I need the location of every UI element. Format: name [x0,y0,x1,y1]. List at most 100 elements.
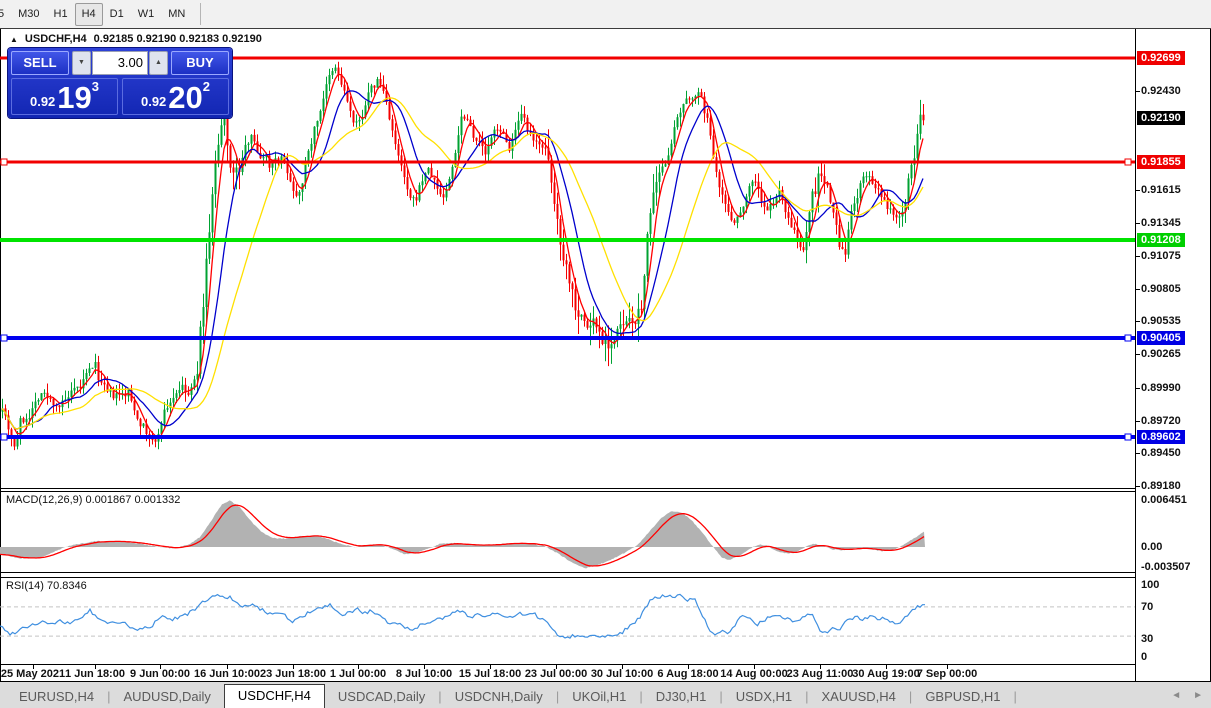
rsi-panel-top-border[interactable] [0,577,1135,578]
toolbar-border [0,28,1211,29]
volume-up-button[interactable]: ▲ [149,51,168,75]
bid-big-digits: 19 [57,80,92,115]
buy-button[interactable]: BUY [171,51,229,75]
indicator-axis-label: 0 [1141,651,1148,663]
bid-pip-digit: 3 [91,79,100,94]
chart-tab-usdx[interactable]: USDX,H1 [735,689,793,704]
date-tick-mark [424,665,425,669]
chart-tab-xauusd[interactable]: XAUUSD,H4 [821,689,896,704]
price-tick-mark [1135,223,1140,224]
price-tick-mark [1135,289,1140,290]
date-tick-label: 1 Jun 18:00 [65,668,125,680]
price-tick-label: 0.89990 [1141,382,1181,394]
chart-tab-eurusd[interactable]: EURUSD,H4 [19,689,95,704]
price-level-badge: 0.92699 [1137,51,1185,65]
price-tick-label: 0.90805 [1141,283,1181,295]
window-bottom-border [0,681,1211,682]
chart-tab-dj30[interactable]: DJ30,H1 [655,689,707,704]
price-level-badge: 0.91208 [1137,233,1185,247]
price-level-badge: 0.90405 [1137,331,1185,345]
one-click-trade-panel: SELL ▼ 3.00 ▲ BUY 0.92 19 3 0.92 20 2 [8,48,232,118]
macd-panel-bottom-border [0,572,1135,573]
date-tick-mark [227,665,228,669]
ask-pip-digit: 2 [202,79,211,94]
sell-button[interactable]: SELL [11,51,69,75]
price-tick-label: 0.92430 [1141,85,1181,97]
date-tick-label: 8 Jul 10:00 [395,668,453,680]
tab-separator: | [438,689,442,704]
date-tick-label: 7 Sep 00:00 [916,668,978,680]
macd-panel-top-border[interactable] [0,491,1135,492]
date-tick-label: 25 May 2021 [0,668,66,680]
date-tick-label: 23 Jul 00:00 [524,668,588,680]
price-tick-mark [1135,486,1140,487]
tab-separator: | [719,689,723,704]
period-button-h4[interactable]: H4 [74,3,103,26]
date-tick-mark [886,665,887,669]
chart-tab-usdcnh[interactable]: USDCNH,Daily [454,689,543,704]
collapse-triangle-icon[interactable]: ▲ [10,34,18,44]
date-tick-mark [947,665,948,669]
price-tick-mark [1135,321,1140,322]
bid-prefix: 0.92 [29,94,56,109]
price-tick-mark [1135,354,1140,355]
tab-separator: | [805,689,809,704]
period-button-w1[interactable]: W1 [137,8,155,20]
price-level-badge: 0.89602 [1137,430,1185,444]
chart-tab-usdcad[interactable]: USDCAD,Daily [337,689,426,704]
price-tick-mark [1135,91,1140,92]
period-toolbar: 5 M30 H1 H4 D1 W1 MN [0,0,1211,28]
date-tick-mark [490,665,491,669]
price-tick-label: 0.91615 [1141,184,1181,196]
price-level-badge: 0.91855 [1137,155,1185,169]
period-button-m30[interactable]: M30 [18,8,40,20]
period-button-d1[interactable]: D1 [109,8,124,20]
ask-prefix: 0.92 [140,94,167,109]
tab-separator: | [908,689,913,704]
tab-scroll-right-icon[interactable]: ► [1193,690,1203,701]
date-tick-label: 9 Jun 00:00 [130,668,190,680]
price-tick-label: 0.89450 [1141,447,1181,459]
rsi-label: RSI(14) 70.8346 [6,580,87,592]
indicator-axis-label: 0.00 [1141,541,1163,553]
chart-tab-ukoil[interactable]: UKOil,H1 [572,689,627,704]
chart-tab-gbpusd[interactable]: GBPUSD,H1 [925,689,1001,704]
tab-separator: | [639,689,643,704]
rsi-panel-canvas[interactable] [0,578,1135,664]
indicator-axis-label: -0.003507 [1141,561,1191,573]
tab-scroll-left-icon[interactable]: ◄ [1171,690,1182,701]
indicator-axis-label: 70 [1141,601,1154,613]
volume-down-button[interactable]: ▼ [72,51,91,75]
ask-big-digits: 20 [168,80,203,115]
chart-tab-audusd[interactable]: AUDUSD,Daily [123,689,211,704]
price-tick-label: 0.91075 [1141,250,1181,262]
main-panel-bottom-border [0,488,1135,489]
tab-separator: | [555,689,560,704]
bid-price[interactable]: 0.92 19 3 [11,78,118,115]
price-tick-label: 0.89180 [1141,480,1181,492]
price-tick-mark [1135,256,1140,257]
indicator-axis-label: 100 [1141,579,1160,591]
ohlc-values: 0.92185 0.92190 0.92183 0.92190 [93,33,262,45]
date-tick-mark [358,665,359,669]
chart-tab-usdchf[interactable]: USDCHF,H4 [223,684,325,708]
date-tick-label: 23 Aug 11:00 [786,668,854,680]
period-button-5[interactable]: 5 [0,8,5,20]
rsi-panel-bottom-border [0,664,1135,665]
price-tick-label: 0.90535 [1141,315,1181,327]
date-tick-label: 16 Jun 10:00 [193,668,261,680]
volume-input[interactable]: 3.00 [92,51,148,75]
date-tick-mark [293,665,294,669]
macd-panel-canvas[interactable] [0,492,1135,572]
date-tick-mark [33,665,34,669]
chart-title-bar: ▲ USDCHF,H4 0.92185 0.92190 0.92183 0.92… [10,33,262,45]
ask-price[interactable]: 0.92 20 2 [122,78,229,115]
period-button-mn[interactable]: MN [168,8,186,20]
price-level-badge: 0.92190 [1137,111,1185,125]
period-button-h1[interactable]: H1 [53,8,68,20]
date-tick-mark [688,665,689,669]
price-tick-mark [1135,190,1140,191]
date-tick-label: 15 Jul 18:00 [458,668,522,680]
price-axis-line [1135,29,1136,681]
toolbar-separator [200,3,202,25]
